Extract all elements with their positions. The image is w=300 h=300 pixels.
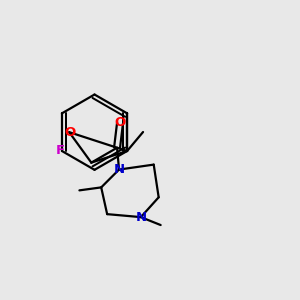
Text: N: N: [113, 163, 124, 176]
Text: O: O: [64, 126, 76, 139]
Text: N: N: [135, 211, 146, 224]
Text: F: F: [56, 143, 64, 157]
Text: O: O: [114, 116, 126, 128]
